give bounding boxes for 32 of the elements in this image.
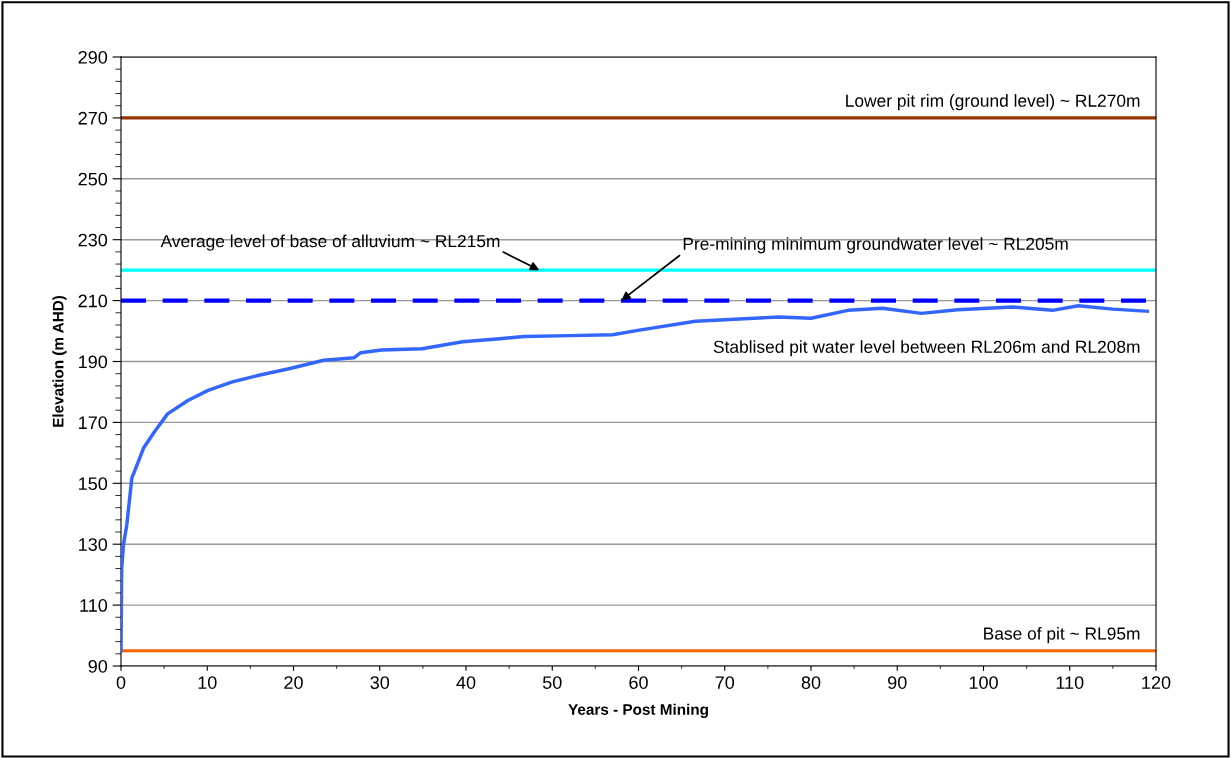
y-tick-label: 150 — [79, 477, 108, 491]
y-tick-label: 90 — [88, 659, 108, 673]
x-tick-label: 70 — [715, 676, 735, 689]
ref-line-label: Lower pit rim (ground level) ~ RL270m — [846, 94, 1140, 111]
y-tick-label: 130 — [79, 538, 108, 551]
line-series — [121, 304, 1150, 653]
ref-line-label: Base of pit ~ RL95m — [984, 626, 1140, 644]
x-tick-label: 110 — [1056, 676, 1084, 689]
x-tick-label: 60 — [629, 676, 648, 689]
x-tick-label: 90 — [888, 676, 907, 689]
annotation: Average level of base of alluvium ~ RL215m — [160, 234, 500, 251]
x-axis-title: Years - Post Mining — [568, 703, 708, 718]
y-axis-title: Elevation (m AHD) — [52, 295, 67, 427]
x-tick-label: 50 — [542, 676, 562, 689]
y-tick-label: 230 — [78, 233, 108, 247]
y-tick-label: 210 — [78, 294, 108, 308]
x-tick-label: 30 — [370, 676, 390, 689]
y-tick-label: 270 — [78, 111, 108, 125]
x-tick-label: 100 — [969, 676, 998, 689]
y-tick-label: 110 — [80, 599, 108, 612]
x-tick-label: 10 — [198, 676, 217, 689]
annotation: Pre-mining minimum groundwater level ~ RL205m — [683, 237, 1068, 254]
x-tick-label: 0 — [116, 676, 126, 689]
y-tick-label: 290 — [78, 50, 108, 64]
y-tick-label: 170 — [79, 416, 108, 430]
annotation: Stablised pit water level between RL206m and RL208m — [713, 340, 1140, 357]
x-tick-label: 80 — [801, 676, 821, 689]
y-tick-label: 250 — [78, 172, 108, 186]
x-tick-label: 120 — [1142, 676, 1171, 689]
y-tick-label: 190 — [79, 355, 108, 369]
x-tick-label: 20 — [284, 676, 303, 689]
x-tick-label: 40 — [456, 676, 476, 689]
